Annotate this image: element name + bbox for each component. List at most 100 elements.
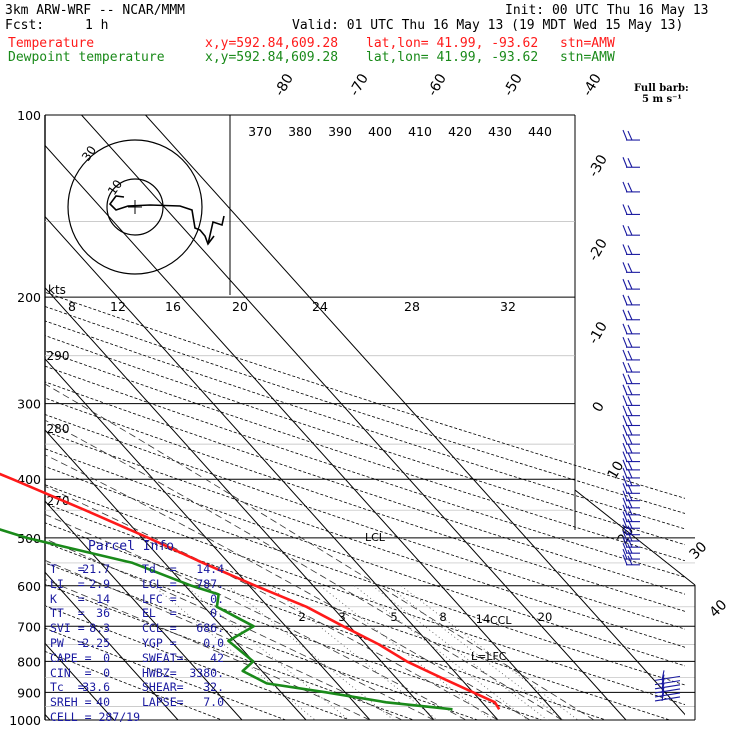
mixing-line-5 bbox=[227, 585, 395, 720]
wind-barb-flag bbox=[627, 374, 633, 384]
pressure-tick-700: 700 bbox=[17, 619, 41, 634]
dry-adiabat-340 bbox=[45, 466, 685, 686]
top-scale-label-32: 32 bbox=[500, 299, 516, 314]
hodograph-trace bbox=[108, 195, 215, 246]
parcel-cell-8-0: Tc = bbox=[50, 680, 85, 695]
isotherm-label-0: 0 bbox=[590, 399, 608, 415]
wind-barb-flag bbox=[627, 337, 633, 348]
theta-label-440: 440 bbox=[528, 124, 552, 139]
mixing-label-8: 8 bbox=[439, 610, 446, 624]
wind-barb-low bbox=[654, 680, 681, 686]
pressure-tick-800: 800 bbox=[17, 654, 41, 669]
wind-barb-flag bbox=[622, 204, 628, 215]
pressure-tick-1000: 1000 bbox=[9, 713, 41, 728]
mixing-label-3: 3 bbox=[338, 610, 345, 624]
wind-barb-flag bbox=[627, 491, 633, 501]
top-scale-label-12: 12 bbox=[110, 299, 126, 314]
pressure-tick-200: 200 bbox=[17, 290, 41, 305]
wind-barb-flag bbox=[622, 157, 628, 168]
parcel-cell-5-0: PW = bbox=[50, 636, 85, 650]
parcel-cell-5-2: YGP = bbox=[142, 636, 177, 650]
hodograph-ring-outer bbox=[67, 139, 203, 275]
wind-barb-low-flag bbox=[661, 674, 665, 685]
dry-adiabat-420 bbox=[45, 335, 685, 546]
dry-adiabat-430 bbox=[45, 320, 685, 530]
moist-adiabat-5 bbox=[45, 559, 403, 720]
wind-key-title: Full barb: bbox=[634, 83, 689, 94]
wind-barb-flag bbox=[627, 182, 633, 193]
isotherm-0 bbox=[45, 358, 371, 720]
wind-barb-flag bbox=[627, 555, 633, 566]
hodograph-units: kts bbox=[48, 283, 66, 297]
wind-barb-flag bbox=[622, 181, 628, 193]
parcel-cell-4-3: 686. bbox=[196, 621, 224, 636]
wind-barb-flag bbox=[627, 460, 633, 471]
pressure-tick-300: 300 bbox=[17, 397, 41, 412]
parcel-cell-8-3: 32. bbox=[203, 680, 224, 695]
wind-barb-flag bbox=[622, 554, 628, 566]
parcel-cell-9-1: 40 bbox=[96, 695, 110, 710]
isotherm-label-40: 40 bbox=[707, 597, 731, 621]
theta-side-label-280: 280 bbox=[47, 422, 70, 436]
parcel-cell-6-0: CAPE = bbox=[50, 650, 92, 665]
dry-adiabat-450 bbox=[45, 291, 685, 499]
isotherm--10 bbox=[45, 429, 307, 720]
wind-barb-flag bbox=[627, 512, 633, 522]
parcel-title: Parcel Info bbox=[88, 539, 175, 554]
wind-barb-flag bbox=[627, 416, 633, 426]
moist-adiabat-layer bbox=[45, 383, 595, 720]
isotherm-40 bbox=[81, 115, 627, 720]
parcel-cell-8-2: SHEAR= bbox=[142, 680, 184, 695]
wind-barb-flag bbox=[622, 395, 628, 406]
theta-label-380: 380 bbox=[288, 124, 312, 139]
dry-adiabat-350 bbox=[45, 448, 685, 667]
wind-barb-flag bbox=[627, 498, 633, 509]
theta-label-420: 420 bbox=[448, 124, 472, 139]
wind-barb-flag bbox=[622, 451, 628, 462]
theta-side-label-290: 290 bbox=[47, 349, 70, 363]
wind-barb-flag bbox=[627, 158, 633, 168]
mixing-line-28 bbox=[387, 585, 564, 720]
wind-barb-flag bbox=[622, 497, 628, 509]
wind-barb-flag bbox=[627, 543, 633, 554]
wind-barb-flag bbox=[627, 484, 633, 494]
theta-label-390: 390 bbox=[328, 124, 352, 139]
parcel-cell-4-0: SVI = bbox=[50, 621, 85, 636]
isotherm--30 bbox=[45, 571, 179, 720]
wind-barb-flag bbox=[622, 511, 628, 522]
wind-barb-flag bbox=[622, 129, 628, 141]
dry-adiabat-300 bbox=[45, 542, 542, 720]
wind-barb-flag bbox=[622, 337, 628, 348]
wind-barb-flag bbox=[622, 433, 628, 445]
dry-adiabat-layer bbox=[45, 291, 685, 720]
legend-temperature-latlon: lat,lon= 41.99, -93.62 bbox=[366, 36, 539, 51]
parcel-cell-1-2: LCL = bbox=[142, 576, 177, 591]
wind-barb-flag bbox=[622, 504, 628, 516]
isotherm-label--30: -30 bbox=[586, 152, 611, 180]
wind-barb-flag bbox=[622, 459, 628, 471]
parcel-cell-3-0: TT = bbox=[50, 606, 85, 621]
hodograph-ring-label-10: 10 bbox=[105, 177, 125, 198]
wind-barb-flag bbox=[622, 415, 628, 426]
hodograph: 10 30 kts bbox=[48, 115, 231, 297]
isotherm-label--20: -20 bbox=[586, 236, 611, 264]
parcel-cell-9-2: LAPSE= bbox=[142, 695, 184, 710]
parcel-cell-2-3: 0. bbox=[210, 591, 224, 606]
isotherm-20 bbox=[45, 215, 499, 720]
moist-adiabat-10 bbox=[45, 538, 435, 720]
wind-barb-low bbox=[654, 684, 681, 690]
wind-barb-flag bbox=[622, 323, 628, 335]
wind-barb-flag bbox=[627, 396, 633, 406]
parcel-cell-9-3: 7.0 bbox=[203, 695, 224, 710]
parcel-cell-6-1: 0 bbox=[103, 650, 110, 665]
hodograph-ring-inner bbox=[106, 178, 164, 236]
parcel-cell-2-1: 14 bbox=[96, 591, 110, 606]
moist-adiabat-35 bbox=[45, 383, 595, 720]
init-time: Init: 00 UTC Thu 16 May 13 bbox=[505, 3, 709, 18]
lcl-label: LCL bbox=[365, 531, 386, 544]
dry-adiabat-390 bbox=[45, 381, 685, 595]
hodograph-trace-end bbox=[207, 215, 225, 245]
wind-barb-flag bbox=[627, 295, 633, 306]
wind-barb-flag bbox=[622, 262, 628, 273]
